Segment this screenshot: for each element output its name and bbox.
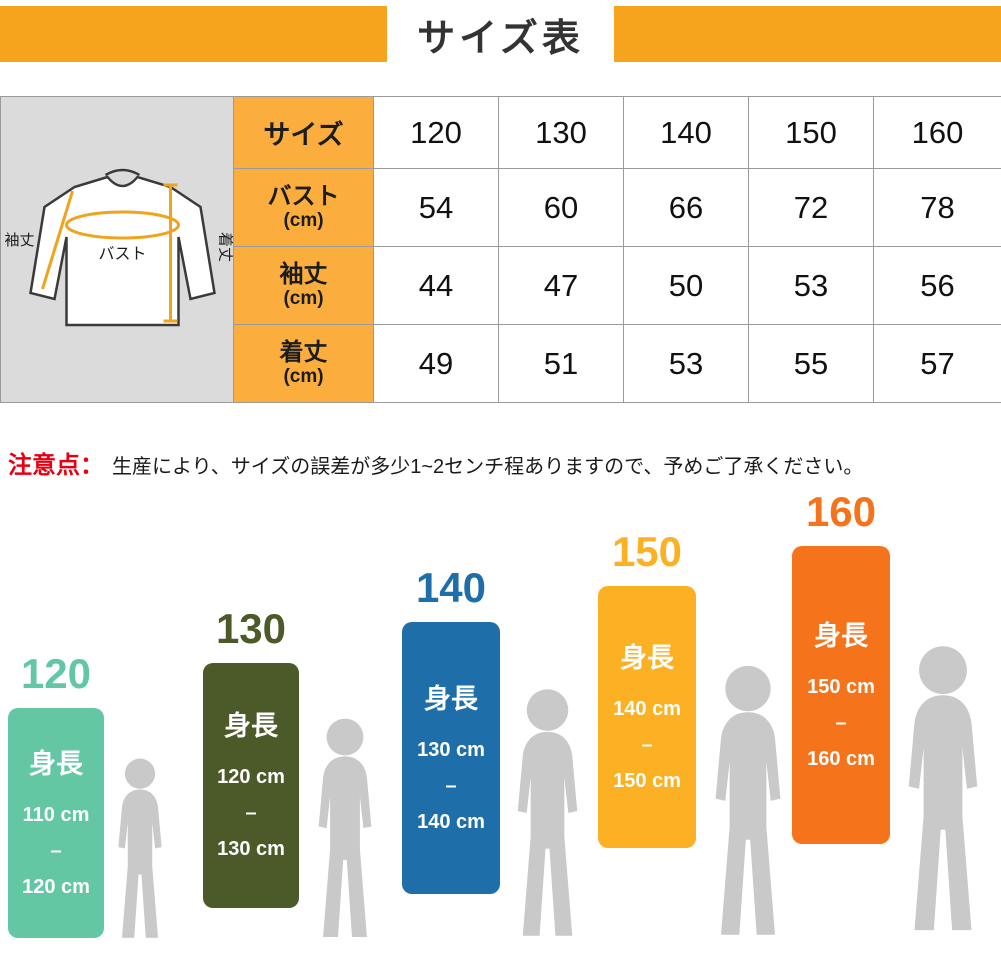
height-title: 身長	[224, 704, 278, 743]
height-max: 140 cm	[417, 812, 485, 832]
height-size-chart: 120 身長 110 cm – 120 cm 130 身長 120 cm – 1…	[0, 492, 1001, 944]
size-number-label: 140	[416, 564, 486, 612]
measurement-unit: (cm)	[234, 210, 373, 232]
height-max: 150 cm	[613, 771, 681, 791]
page-title: サイズ表	[417, 7, 584, 62]
size-header-cell: 130	[499, 97, 624, 169]
title-banner: サイズ表	[0, 6, 1001, 62]
size-number-label: 120	[21, 650, 91, 698]
measurement-value-cell: 49	[374, 325, 499, 403]
height-min: 140 cm	[613, 699, 681, 719]
height-range-bar: 身長 140 cm – 150 cm	[598, 586, 696, 848]
range-dash: –	[641, 735, 652, 755]
height-max: 160 cm	[807, 749, 875, 769]
measurement-value-cell: 50	[624, 247, 749, 325]
title-box: サイズ表	[387, 6, 614, 62]
size-bar-group-130: 130 身長 120 cm – 130 cm	[203, 605, 299, 908]
measurement-value-cell: 66	[624, 169, 749, 247]
caution-text: 生産により、サイズの誤差が多少1~2センチ程ありますので、予めご了承ください。	[112, 456, 863, 478]
height-range-bar: 身長 120 cm – 130 cm	[203, 663, 299, 908]
caution-label: 注意点：	[8, 452, 104, 479]
size-header-cell: 160	[874, 97, 1001, 169]
height-title: 身長	[620, 636, 674, 675]
measurement-label-cell: バスト (cm)	[234, 169, 374, 247]
measurement-label-cell: 袖丈 (cm)	[234, 247, 374, 325]
measurement-label: 着丈	[234, 339, 373, 367]
height-title: 身長	[814, 614, 868, 653]
size-bar-group-160: 160 身長 150 cm – 160 cm	[792, 488, 890, 844]
measurement-unit: (cm)	[234, 366, 373, 388]
measurement-label: 袖丈	[234, 261, 373, 289]
size-bar-group-120: 120 身長 110 cm – 120 cm	[8, 650, 104, 938]
size-header-cell: 150	[749, 97, 874, 169]
height-range-bar: 身長 110 cm – 120 cm	[8, 708, 104, 938]
measurement-value-cell: 60	[499, 169, 624, 247]
size-bar-group-150: 150 身長 140 cm – 150 cm	[598, 528, 696, 848]
measurement-value-cell: 53	[624, 325, 749, 403]
height-max: 130 cm	[217, 839, 285, 859]
shirt-measurement-diagram: 袖丈 バスト 着丈	[1, 97, 234, 403]
table-corner-size-label: サイズ	[234, 97, 374, 169]
size-table: 袖丈 バスト 着丈 サイズ 120 130 140 150 160 バスト (c…	[0, 96, 1001, 403]
height-title: 身長	[29, 742, 83, 781]
measurement-unit: (cm)	[234, 288, 373, 310]
measurement-value-cell: 56	[874, 247, 1001, 325]
height-max: 120 cm	[22, 877, 90, 897]
bust-label: バスト	[98, 246, 146, 263]
size-number-label: 160	[806, 488, 876, 536]
measurement-value-cell: 54	[374, 169, 499, 247]
measurement-value-cell: 47	[499, 247, 624, 325]
child-silhouette-160	[886, 638, 1000, 944]
child-silhouette-140	[498, 686, 597, 944]
height-range-bar: 身長 130 cm – 140 cm	[402, 622, 500, 894]
child-silhouette-120	[104, 756, 176, 944]
child-silhouette-150	[694, 662, 802, 944]
measurement-label-cell: 着丈 (cm)	[234, 325, 374, 403]
measurement-value-cell: 44	[374, 247, 499, 325]
height-min: 110 cm	[23, 805, 90, 825]
size-header-cell: 120	[374, 97, 499, 169]
height-min: 120 cm	[217, 767, 285, 787]
measurement-value-cell: 55	[749, 325, 874, 403]
height-min: 150 cm	[807, 677, 875, 697]
measurement-value-cell: 53	[749, 247, 874, 325]
shirt-diagram-svg: 袖丈 バスト 着丈	[2, 127, 233, 367]
height-range-bar: 身長 150 cm – 160 cm	[792, 546, 890, 844]
size-header-cell: 140	[624, 97, 749, 169]
caution-note: 注意点： 生産により、サイズの誤差が多少1~2センチ程ありますので、予めご了承くだ…	[8, 445, 1001, 480]
range-dash: –	[245, 803, 256, 823]
measurement-value-cell: 57	[874, 325, 1001, 403]
height-title: 身長	[424, 677, 478, 716]
measurement-label: バスト	[234, 183, 373, 211]
height-min: 130 cm	[417, 740, 485, 760]
shirt-collar	[105, 170, 139, 175]
sleeve-length-label: 袖丈	[4, 232, 34, 249]
body-length-label: 着丈	[216, 232, 233, 262]
child-silhouette-130	[301, 716, 389, 944]
measurement-value-cell: 72	[749, 169, 874, 247]
measurement-value-cell: 51	[499, 325, 624, 403]
size-number-label: 130	[216, 605, 286, 653]
size-bar-group-140: 140 身長 130 cm – 140 cm	[402, 564, 500, 894]
range-dash: –	[445, 776, 456, 796]
range-dash: –	[50, 841, 61, 861]
range-dash: –	[835, 713, 846, 733]
measurement-value-cell: 78	[874, 169, 1001, 247]
size-number-label: 150	[612, 528, 682, 576]
